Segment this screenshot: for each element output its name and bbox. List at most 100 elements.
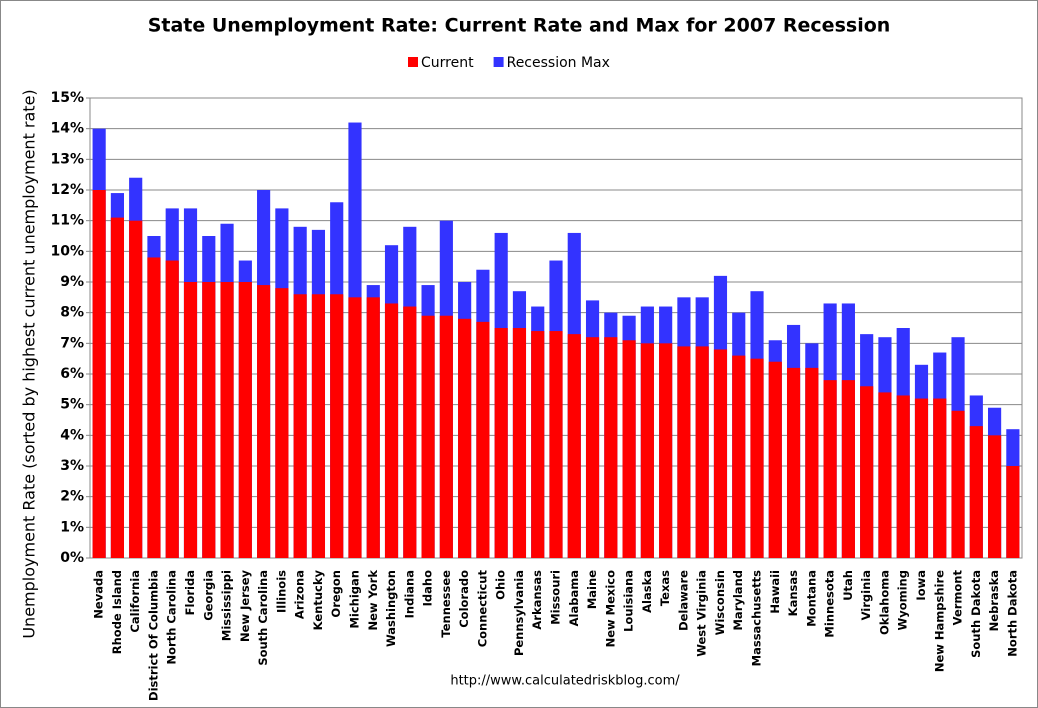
- bar: [494, 328, 508, 558]
- y-tick-label: 2%: [60, 489, 84, 505]
- legend-swatch: [408, 57, 418, 67]
- y-tick-label: 5%: [60, 397, 84, 413]
- x-tick-label: Maryland: [731, 570, 745, 631]
- x-tick-label: California: [128, 570, 142, 633]
- y-tick-label: 3%: [60, 458, 84, 474]
- bar: [896, 395, 910, 558]
- x-tick-label: Virginia: [859, 570, 873, 620]
- bar: [439, 315, 453, 558]
- chart-title: State Unemployment Rate: Current Rate an…: [148, 15, 891, 37]
- bar: [823, 380, 837, 558]
- bar: [695, 346, 709, 558]
- bar: [220, 282, 234, 558]
- bar: [640, 343, 654, 558]
- source: http://www.calculatedriskblog.com/: [450, 674, 680, 689]
- y-tick-label: 10%: [50, 243, 84, 259]
- x-tick-label: New Jersey: [238, 570, 252, 642]
- x-tick-label: Nebraska: [987, 570, 1001, 631]
- y-tick-label: 14%: [50, 121, 84, 137]
- bar: [713, 349, 728, 558]
- bar: [841, 380, 855, 558]
- x-tick-label: Utah: [841, 570, 855, 601]
- x-tick-label: Florida: [183, 570, 197, 615]
- legend-swatch: [493, 57, 504, 67]
- bar: [988, 435, 1002, 558]
- bar: [458, 318, 472, 558]
- legend-label: Current: [421, 55, 474, 71]
- bar: [348, 297, 362, 558]
- x-tick-label: Iowa: [914, 570, 928, 601]
- bar: [969, 426, 983, 558]
- bar: [604, 337, 618, 558]
- x-tick-label: Nevada: [92, 570, 106, 619]
- x-tick-label: Arizona: [293, 570, 307, 619]
- bar: [659, 343, 673, 558]
- x-tick-label: Montana: [804, 570, 818, 627]
- bar: [147, 257, 161, 558]
- bar: [183, 282, 198, 558]
- x-tick-label: Wyoming: [896, 570, 910, 630]
- bar: [92, 190, 106, 558]
- x-tick-label: Hawaii: [768, 570, 782, 614]
- y-tick-label: 7%: [60, 335, 84, 351]
- x-tick-label: Massachusetts: [750, 570, 764, 666]
- x-tick-label: Colorado: [457, 570, 471, 628]
- bar: [275, 288, 289, 558]
- bar: [366, 297, 380, 558]
- bar: [110, 217, 124, 558]
- x-tick-label: Maine: [585, 570, 599, 609]
- x-tick-label: North Carolina: [165, 570, 179, 665]
- bar: [311, 294, 326, 558]
- x-tick-label: Wisconsin: [713, 570, 727, 635]
- x-tick-label: Michigan: [347, 570, 361, 629]
- x-tick-label: New York: [366, 570, 380, 631]
- x-tick-label: Oregon: [329, 570, 343, 618]
- x-tick-label: South Dakota: [969, 570, 983, 658]
- bar: [951, 410, 965, 558]
- x-tick-label: Delaware: [676, 570, 690, 631]
- y-tick-label: 1%: [60, 519, 84, 535]
- x-tick-label: New Hampshire: [932, 570, 946, 672]
- x-tick-label: Arkansas: [530, 570, 544, 630]
- x-tick-label: Tennessee: [439, 570, 453, 638]
- x-tick-label: Idaho: [421, 570, 435, 606]
- bar: [421, 315, 435, 558]
- y-axis-label: Unemployment Rate (sorted by highest cur…: [20, 89, 39, 638]
- x-tick-label: Washington: [384, 570, 398, 647]
- x-tick-label: Alaska: [640, 570, 654, 613]
- bar: [330, 294, 344, 558]
- bar: [786, 367, 801, 558]
- bar: [914, 398, 929, 558]
- x-tick-label: Georgia: [201, 570, 215, 621]
- bar: [585, 337, 600, 558]
- x-tick-label: Rhode Island: [110, 570, 124, 654]
- bar: [677, 346, 691, 558]
- x-tick-label: Minnesota: [823, 570, 837, 638]
- y-tick-label: 0%: [60, 550, 84, 566]
- bar: [512, 328, 527, 558]
- bar: [293, 294, 307, 558]
- bar: [531, 331, 545, 558]
- bar: [202, 282, 216, 558]
- x-tick-label: Mississippi: [220, 570, 234, 641]
- x-tick-label: Oklahoma: [877, 570, 891, 635]
- bar: [805, 367, 819, 558]
- x-tick-label: New Mexico: [603, 570, 617, 647]
- x-tick-label: District Of Columbia: [146, 570, 160, 701]
- x-tick-label: Texas: [658, 570, 672, 606]
- x-tick-label: West Virginia: [695, 570, 709, 657]
- bar: [165, 260, 179, 558]
- y-tick-label: 11%: [50, 213, 84, 229]
- x-tick-label: South Carolina: [256, 570, 270, 666]
- bar: [257, 285, 271, 558]
- bar: [860, 386, 874, 558]
- x-tick-label: Missouri: [549, 570, 563, 625]
- x-tick-label: Alabama: [567, 570, 581, 626]
- y-tick-label: 4%: [60, 427, 84, 443]
- bar: [567, 334, 581, 558]
- bar: [750, 358, 764, 558]
- y-tick-label: 12%: [50, 182, 84, 198]
- legend-label: Recession Max: [507, 55, 610, 71]
- bar: [1006, 466, 1020, 558]
- bar: [476, 321, 490, 558]
